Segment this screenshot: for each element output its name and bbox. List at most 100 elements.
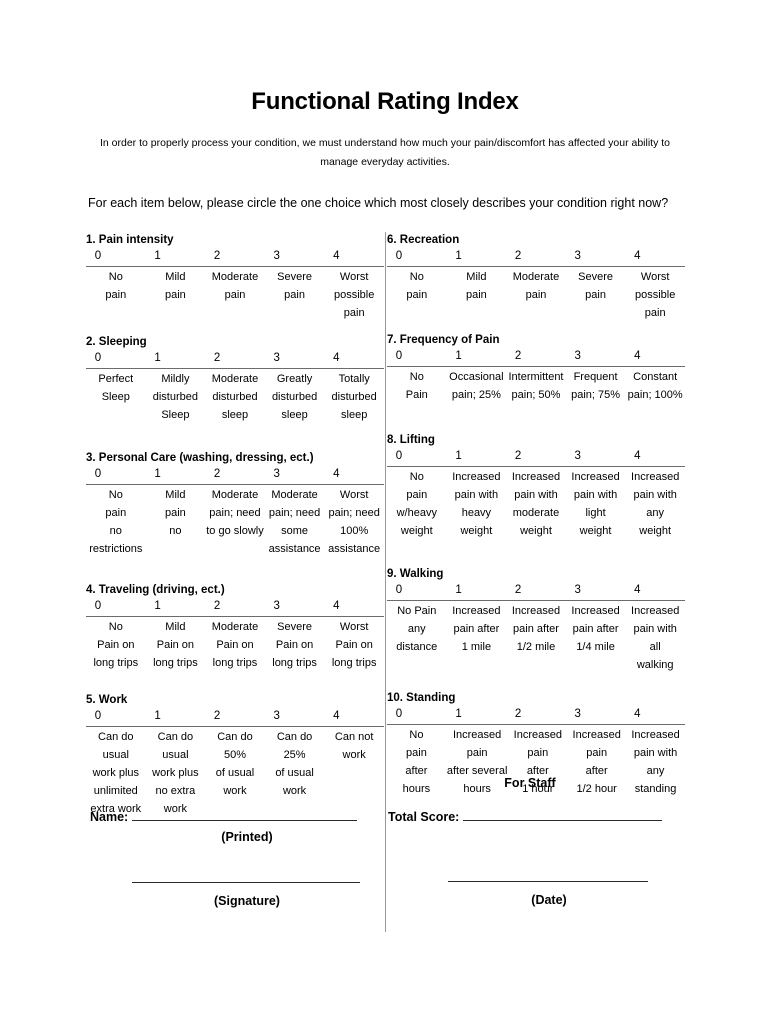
scale-number-1[interactable]: 1 [455, 708, 462, 720]
option-2[interactable]: Intermittent pain; 50% [506, 368, 566, 404]
option-2[interactable]: Moderate Pain on long trips [205, 618, 265, 672]
rating-scale[interactable]: 0 1 2 3 4 [86, 466, 384, 485]
scale-number-1[interactable]: 1 [154, 468, 161, 480]
scale-number-0[interactable]: 0 [94, 352, 102, 364]
scale-number-2[interactable]: 2 [514, 350, 522, 362]
option-2[interactable]: Moderate disturbed sleep [205, 370, 265, 424]
option-2[interactable]: Increased pain after 1 hour [508, 726, 567, 798]
scale-number-0[interactable]: 0 [94, 710, 102, 722]
scale-number-3[interactable]: 3 [273, 468, 280, 480]
scale-number-3[interactable]: 3 [574, 450, 581, 462]
scale-number-3[interactable]: 3 [574, 708, 581, 720]
rating-scale[interactable]: 0 1 2 3 4 [387, 248, 685, 267]
scale-number-0[interactable]: 0 [94, 468, 102, 480]
scale-number-2[interactable]: 2 [213, 352, 221, 364]
scale-number-3[interactable]: 3 [273, 600, 280, 612]
option-0[interactable]: Perfect Sleep [86, 370, 146, 406]
scale-number-0[interactable]: 0 [395, 350, 403, 362]
option-3[interactable]: Severe pain [566, 268, 626, 304]
option-2[interactable]: Can do 50% of usual work [205, 728, 265, 800]
option-0[interactable]: Can do usual work plus unlimited extra work [86, 728, 146, 818]
scale-number-1[interactable]: 1 [154, 352, 161, 364]
scale-number-2[interactable]: 2 [213, 710, 221, 722]
option-0[interactable]: No pain w/heavy weight [387, 468, 447, 540]
option-2[interactable]: Moderate pain [205, 268, 265, 304]
option-1[interactable]: Occasional pain; 25% [447, 368, 507, 404]
option-0[interactable]: No Pain any distance [387, 602, 447, 656]
option-4[interactable]: Worst Pain on long trips [324, 618, 384, 672]
option-2[interactable]: Increased pain after 1/2 mile [506, 602, 566, 656]
scale-number-0[interactable]: 0 [94, 600, 102, 612]
rating-scale[interactable]: 0 1 2 3 4 [86, 350, 384, 369]
scale-number-0[interactable]: 0 [395, 708, 403, 720]
signature-input-line[interactable] [132, 872, 360, 883]
scale-number-3[interactable]: 3 [574, 350, 581, 362]
scale-number-4[interactable]: 4 [333, 468, 340, 480]
scale-number-2[interactable]: 2 [514, 584, 522, 596]
option-3[interactable]: Increased pain with light weight [566, 468, 626, 540]
option-4[interactable]: Increased pain with any weight [625, 468, 685, 540]
scale-number-2[interactable]: 2 [514, 708, 522, 720]
scale-number-3[interactable]: 3 [273, 352, 280, 364]
option-1[interactable]: Increased pain after 1 mile [447, 602, 507, 656]
scale-number-2[interactable]: 2 [213, 468, 221, 480]
option-3[interactable]: Increased pain after 1/4 mile [566, 602, 626, 656]
scale-number-2[interactable]: 2 [514, 450, 522, 462]
rating-scale[interactable]: 0 1 2 3 4 [387, 348, 685, 367]
scale-number-1[interactable]: 1 [455, 350, 462, 362]
option-2[interactable]: Moderate pain [506, 268, 566, 304]
scale-number-4[interactable]: 4 [634, 584, 641, 596]
option-4[interactable]: Increased pain with any standing [626, 726, 685, 798]
option-4[interactable]: Worst pain; need 100% assistance [324, 486, 384, 558]
option-0[interactable]: No pain after hours [387, 726, 446, 798]
option-1[interactable]: Mild pain [447, 268, 507, 304]
option-1[interactable]: Mild pain no [146, 486, 206, 540]
scale-number-2[interactable]: 2 [213, 250, 221, 262]
option-4[interactable]: Constant pain; 100% [625, 368, 685, 404]
scale-number-4[interactable]: 4 [634, 450, 641, 462]
scale-number-4[interactable]: 4 [634, 708, 641, 720]
scale-number-4[interactable]: 4 [634, 350, 641, 362]
option-1[interactable]: Mild pain [146, 268, 206, 304]
scale-number-3[interactable]: 3 [574, 584, 581, 596]
option-1[interactable]: Increased pain after several hours [446, 726, 509, 798]
scale-number-0[interactable]: 0 [94, 250, 102, 262]
rating-scale[interactable]: 0 1 2 3 4 [387, 706, 685, 725]
scale-number-4[interactable]: 4 [333, 352, 340, 364]
rating-scale[interactable]: 0 1 2 3 4 [387, 448, 685, 467]
option-1[interactable]: Can do usual work plus no extra work [146, 728, 206, 818]
scale-number-1[interactable]: 1 [154, 250, 161, 262]
option-4[interactable]: Totally disturbed sleep [324, 370, 384, 424]
option-0[interactable]: No pain [86, 268, 146, 304]
option-4[interactable]: Can not work [324, 728, 384, 764]
option-3[interactable]: Increased pain after 1/2 hour [567, 726, 626, 798]
scale-number-0[interactable]: 0 [395, 250, 403, 262]
option-1[interactable]: Increased pain with heavy weight [447, 468, 507, 540]
scale-number-2[interactable]: 2 [514, 250, 522, 262]
option-3[interactable]: Severe pain [265, 268, 325, 304]
scale-number-1[interactable]: 1 [455, 450, 462, 462]
rating-scale[interactable]: 0 1 2 3 4 [387, 582, 685, 601]
option-1[interactable]: Mild Pain on long trips [146, 618, 206, 672]
option-4[interactable]: Worst possible pain [625, 268, 685, 322]
rating-scale[interactable]: 0 1 2 3 4 [86, 708, 384, 727]
scale-number-2[interactable]: 2 [213, 600, 221, 612]
scale-number-3[interactable]: 3 [273, 250, 280, 262]
option-2[interactable]: Increased pain with moderate weight [506, 468, 566, 540]
scale-number-4[interactable]: 4 [333, 600, 340, 612]
scale-number-1[interactable]: 1 [154, 600, 161, 612]
option-3[interactable]: Greatly disturbed sleep [265, 370, 325, 424]
rating-scale[interactable]: 0 1 2 3 4 [86, 248, 384, 267]
scale-number-3[interactable]: 3 [273, 710, 280, 722]
scale-number-0[interactable]: 0 [395, 450, 403, 462]
scale-number-0[interactable]: 0 [395, 584, 403, 596]
rating-scale[interactable]: 0 1 2 3 4 [86, 598, 384, 617]
scale-number-4[interactable]: 4 [333, 250, 340, 262]
scale-number-4[interactable]: 4 [333, 710, 340, 722]
scale-number-1[interactable]: 1 [154, 710, 161, 722]
option-0[interactable]: No Pain [387, 368, 447, 404]
option-4[interactable]: Worst possible pain [324, 268, 384, 322]
total-score-input-line[interactable] [463, 810, 663, 821]
option-1[interactable]: Mildly disturbed Sleep [146, 370, 206, 424]
scale-number-3[interactable]: 3 [574, 250, 581, 262]
